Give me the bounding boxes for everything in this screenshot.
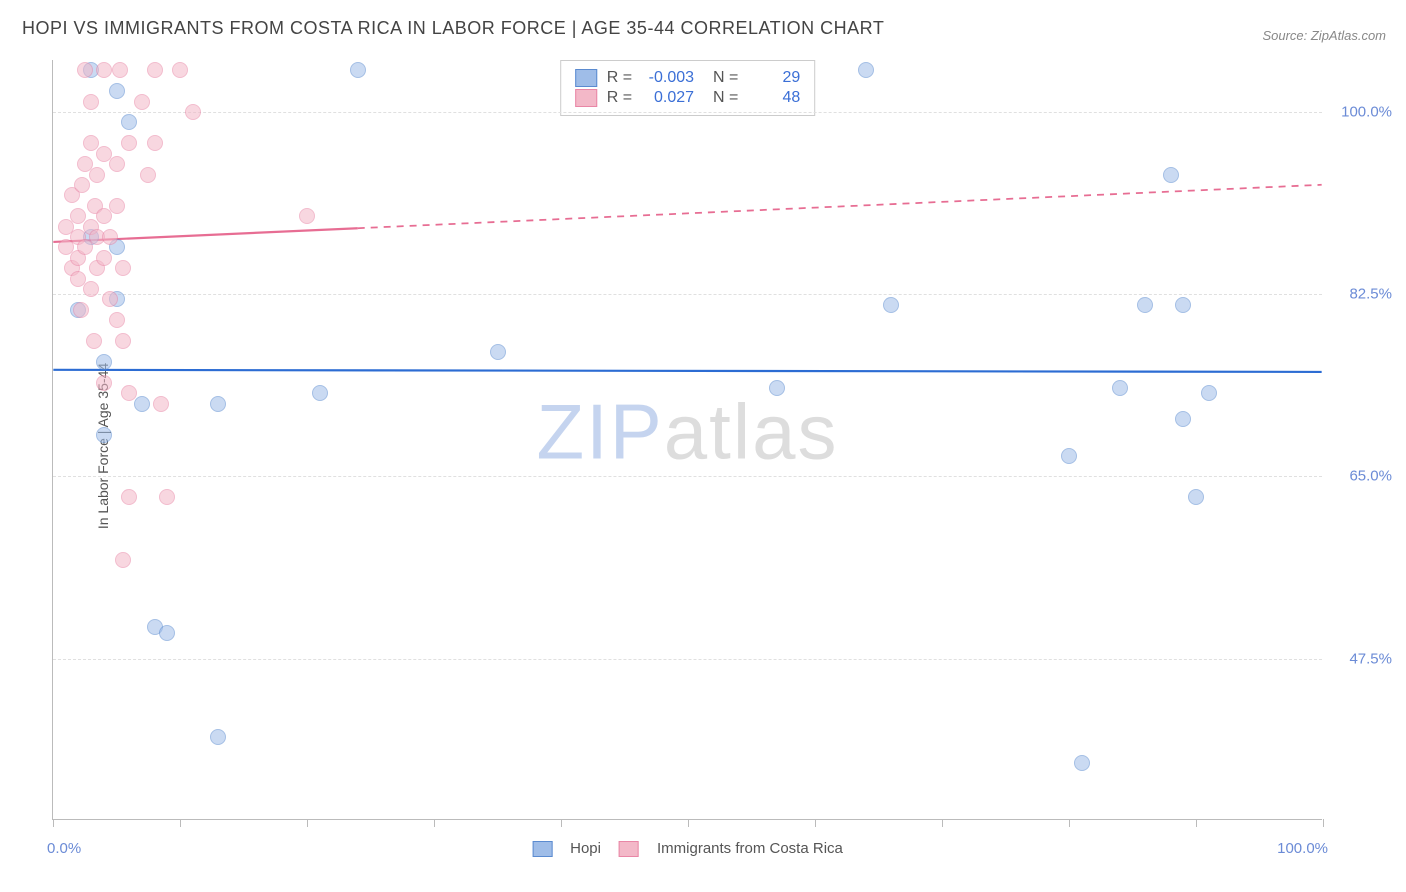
data-point xyxy=(1112,380,1128,396)
x-tick xyxy=(688,819,689,827)
data-point xyxy=(140,167,156,183)
trend-lines-svg xyxy=(53,60,1322,819)
data-point xyxy=(153,396,169,412)
data-point xyxy=(1061,448,1077,464)
data-point xyxy=(1137,297,1153,313)
data-point xyxy=(858,62,874,78)
n-value-costarica: 48 xyxy=(748,89,800,107)
legend-swatch-hopi xyxy=(532,841,552,857)
data-point xyxy=(134,396,150,412)
data-point xyxy=(89,167,105,183)
data-point xyxy=(96,250,112,266)
x-tick xyxy=(942,819,943,827)
trend-line-dashed xyxy=(358,185,1322,228)
data-point xyxy=(86,333,102,349)
data-point xyxy=(172,62,188,78)
x-axis-min-label: 0.0% xyxy=(47,840,81,857)
y-tick-label: 100.0% xyxy=(1332,104,1392,121)
data-point xyxy=(77,62,93,78)
data-point xyxy=(312,385,328,401)
data-point xyxy=(115,333,131,349)
data-point xyxy=(96,62,112,78)
y-tick-label: 47.5% xyxy=(1332,650,1392,667)
data-point xyxy=(147,62,163,78)
data-point xyxy=(159,625,175,641)
data-point xyxy=(299,208,315,224)
series-legend: Hopi Immigrants from Costa Rica xyxy=(532,840,843,857)
data-point xyxy=(83,281,99,297)
r-label: R = xyxy=(607,69,632,87)
gridline xyxy=(53,112,1322,113)
source-attribution: Source: ZipAtlas.com xyxy=(1262,28,1386,43)
data-point xyxy=(109,83,125,99)
data-point xyxy=(115,552,131,568)
data-point xyxy=(134,94,150,110)
data-point xyxy=(121,135,137,151)
data-point xyxy=(883,297,899,313)
legend-swatch-hopi xyxy=(575,69,597,87)
gridline xyxy=(53,659,1322,660)
legend-label-costarica: Immigrants from Costa Rica xyxy=(657,840,843,857)
data-point xyxy=(121,385,137,401)
data-point xyxy=(210,396,226,412)
x-tick xyxy=(180,819,181,827)
data-point xyxy=(1163,167,1179,183)
data-point xyxy=(109,156,125,172)
gridline xyxy=(53,476,1322,477)
data-point xyxy=(1175,297,1191,313)
data-point xyxy=(74,177,90,193)
data-point xyxy=(490,344,506,360)
data-point xyxy=(73,302,89,318)
data-point xyxy=(1188,489,1204,505)
trend-line-solid xyxy=(53,370,1321,372)
x-tick xyxy=(1323,819,1324,827)
x-tick xyxy=(434,819,435,827)
legend-swatch-costarica xyxy=(619,841,639,857)
stats-row-hopi: R = -0.003 N = 29 xyxy=(575,69,801,87)
data-point xyxy=(96,375,112,391)
data-point xyxy=(1201,385,1217,401)
correlation-stats-legend: R = -0.003 N = 29 R = 0.027 N = 48 xyxy=(560,60,816,116)
r-value-costarica: 0.027 xyxy=(642,89,694,107)
data-point xyxy=(112,62,128,78)
x-tick xyxy=(53,819,54,827)
data-point xyxy=(210,729,226,745)
n-value-hopi: 29 xyxy=(748,69,800,87)
data-point xyxy=(83,94,99,110)
data-point xyxy=(96,427,112,443)
scatter-plot-area: ZIPatlas R = -0.003 N = 29 R = 0.027 N =… xyxy=(52,60,1322,820)
data-point xyxy=(1175,411,1191,427)
data-point xyxy=(185,104,201,120)
data-point xyxy=(121,114,137,130)
data-point xyxy=(115,260,131,276)
r-value-hopi: -0.003 xyxy=(642,69,694,87)
data-point xyxy=(769,380,785,396)
data-point xyxy=(109,198,125,214)
x-axis-max-label: 100.0% xyxy=(1277,840,1328,857)
y-tick-label: 82.5% xyxy=(1332,286,1392,303)
data-point xyxy=(109,312,125,328)
x-tick xyxy=(815,819,816,827)
y-tick-label: 65.0% xyxy=(1332,468,1392,485)
legend-swatch-costarica xyxy=(575,89,597,107)
data-point xyxy=(121,489,137,505)
x-tick xyxy=(307,819,308,827)
data-point xyxy=(1074,755,1090,771)
data-point xyxy=(102,291,118,307)
x-tick xyxy=(1069,819,1070,827)
data-point xyxy=(102,229,118,245)
r-label: R = xyxy=(607,89,632,107)
x-tick xyxy=(561,819,562,827)
legend-label-hopi: Hopi xyxy=(570,840,601,857)
stats-row-costarica: R = 0.027 N = 48 xyxy=(575,89,801,107)
data-point xyxy=(159,489,175,505)
gridline xyxy=(53,294,1322,295)
data-point xyxy=(350,62,366,78)
n-label: N = xyxy=(704,89,738,107)
x-tick xyxy=(1196,819,1197,827)
data-point xyxy=(96,354,112,370)
data-point xyxy=(147,135,163,151)
n-label: N = xyxy=(704,69,738,87)
chart-title: HOPI VS IMMIGRANTS FROM COSTA RICA IN LA… xyxy=(22,18,884,39)
